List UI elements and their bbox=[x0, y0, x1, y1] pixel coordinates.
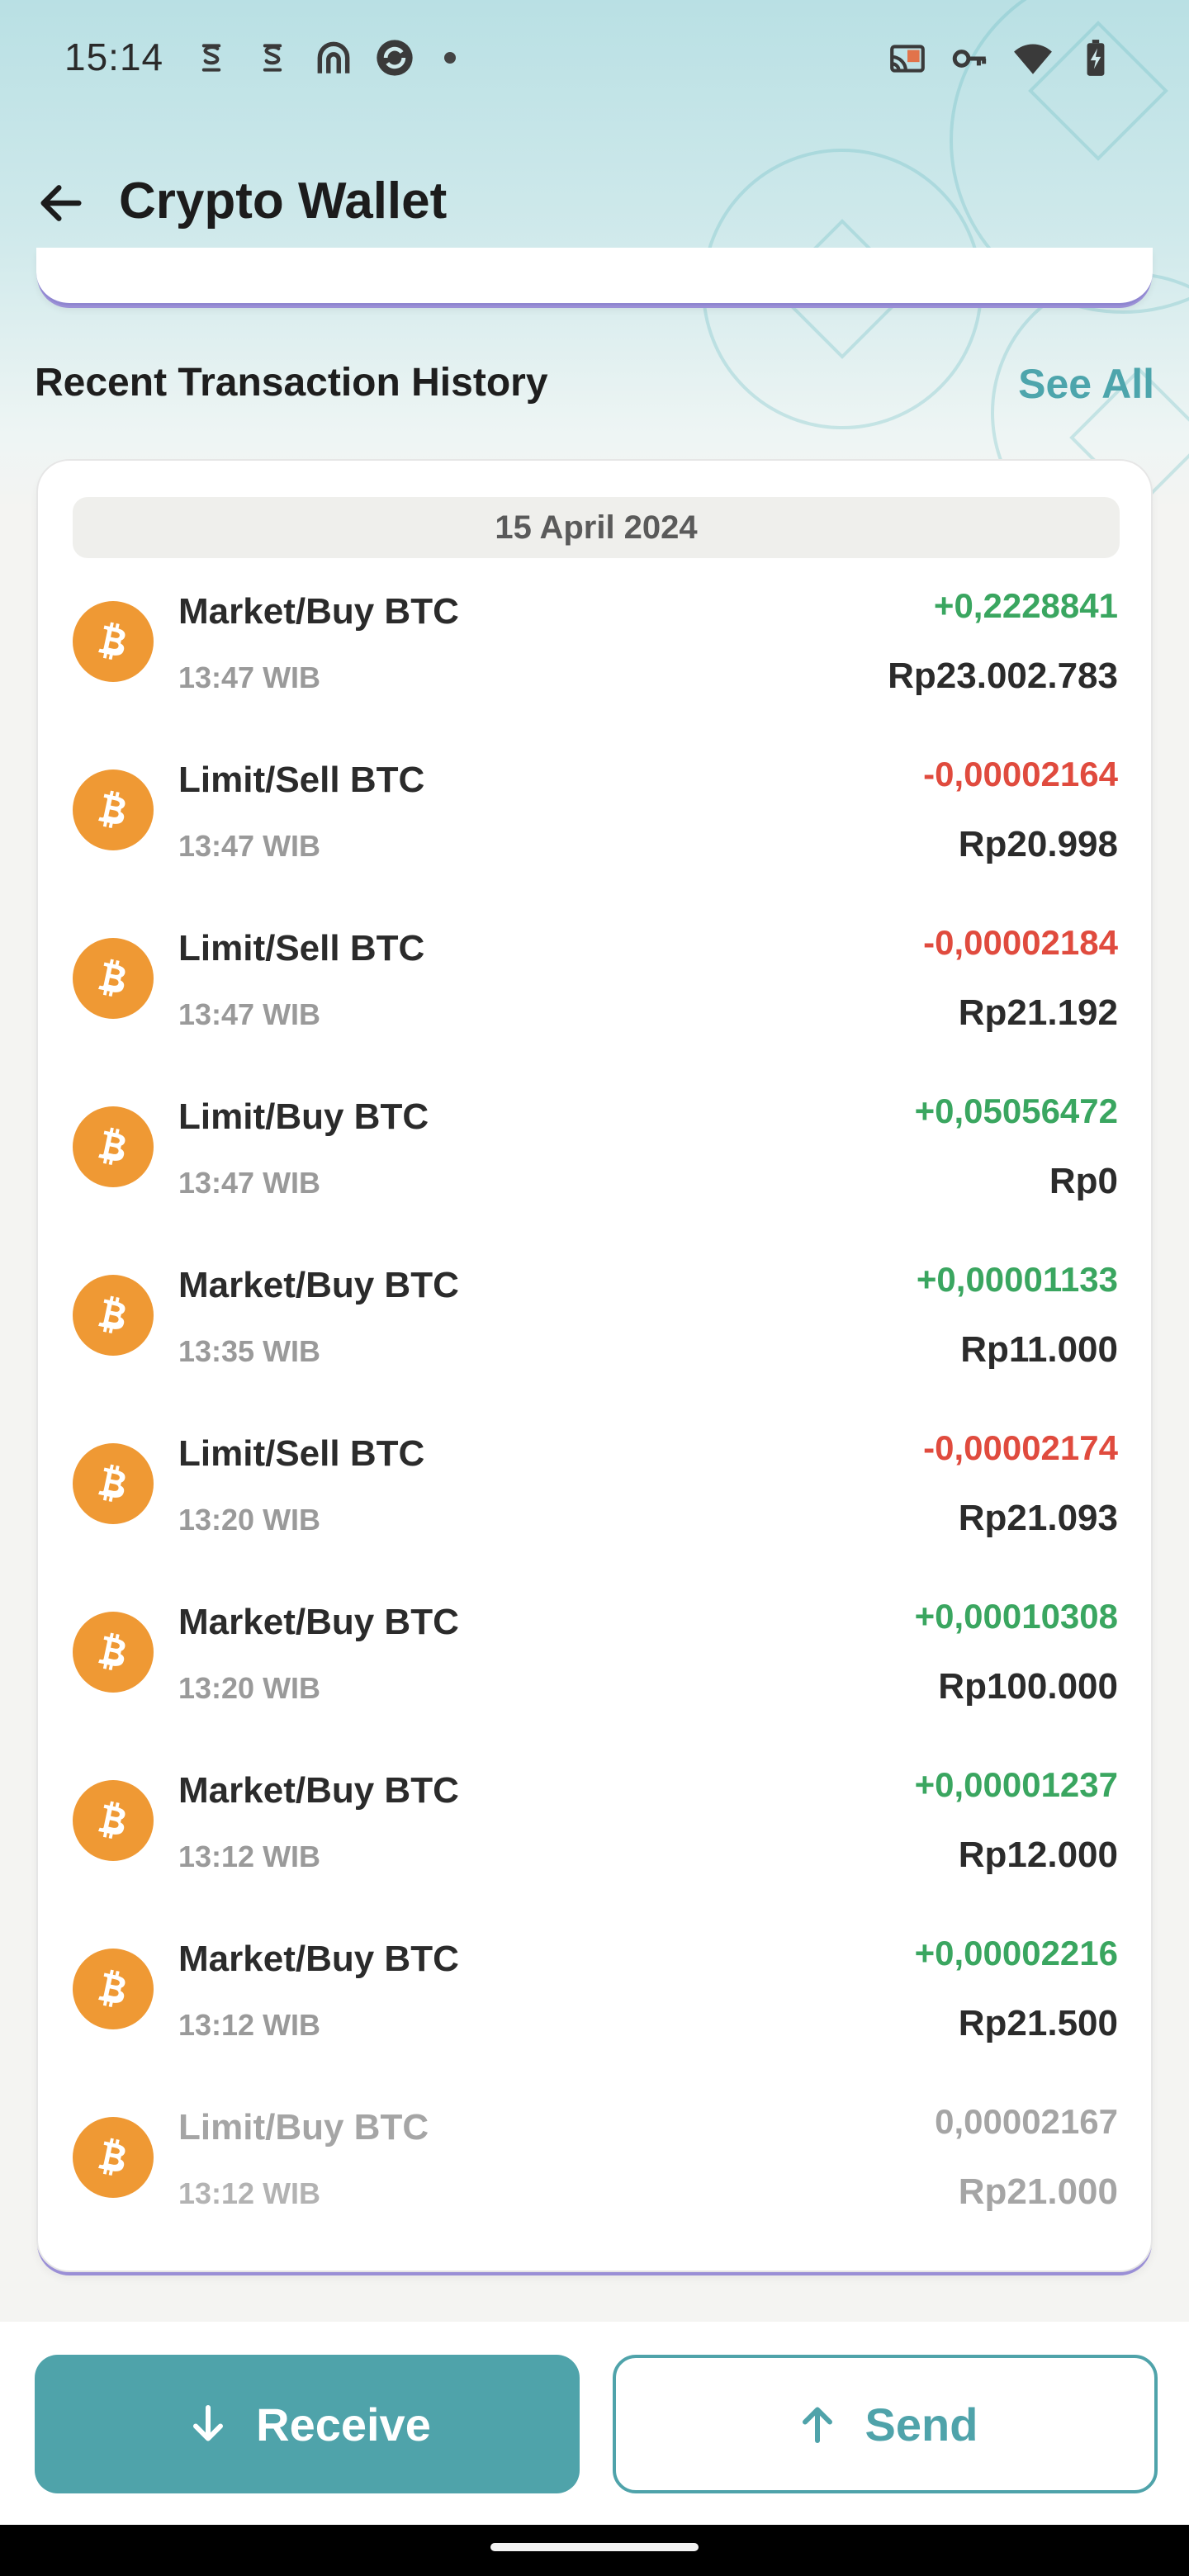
transaction-amount: +0,00010308 bbox=[914, 1597, 1118, 1636]
transaction-amount: +0,00001133 bbox=[916, 1260, 1118, 1299]
back-button[interactable] bbox=[25, 167, 97, 239]
bitcoin-icon bbox=[73, 1949, 154, 2029]
receive-button[interactable]: Receive bbox=[35, 2355, 580, 2493]
status-system-icons bbox=[887, 38, 1116, 79]
transaction-value: Rp100.000 bbox=[938, 1666, 1118, 1707]
arrow-down-icon bbox=[193, 2405, 224, 2441]
send-button[interactable]: Send bbox=[613, 2355, 1158, 2493]
transaction-value: Rp23.002.783 bbox=[888, 656, 1118, 696]
send-label: Send bbox=[865, 2398, 978, 2451]
cast-icon bbox=[890, 45, 925, 73]
transaction-time: 13:12 WIB bbox=[178, 1840, 321, 1873]
transaction-row[interactable]: Limit/Sell BTC 13:20 WIB -0,00002174 Rp21.0… bbox=[38, 1418, 1154, 1587]
transaction-type: Limit/Sell BTC bbox=[178, 928, 425, 968]
transaction-time: 13:20 WIB bbox=[178, 1671, 321, 1705]
transaction-type: Limit/Sell BTC bbox=[178, 760, 425, 800]
transaction-time: 13:47 WIB bbox=[178, 997, 321, 1031]
transaction-type: Market/Buy BTC bbox=[178, 1602, 459, 1642]
transaction-row[interactable]: Market/Buy BTC 13:12 WIB +0,00001237 Rp12.0… bbox=[38, 1755, 1154, 1924]
transaction-history-card: 15 April 2024 Market/Buy BTC 13:47 WIB +0,… bbox=[36, 459, 1153, 2272]
transaction-value: Rp21.192 bbox=[958, 992, 1118, 1033]
transaction-type: Limit/Buy BTC bbox=[178, 2107, 429, 2147]
system-navigation-bar bbox=[0, 2525, 1189, 2576]
transaction-value: Rp21.000 bbox=[958, 2171, 1118, 2212]
page-title: Crypto Wallet bbox=[119, 173, 448, 230]
transaction-row[interactable]: Limit/Buy BTC 13:47 WIB +0,05056472 Rp0 bbox=[38, 1082, 1154, 1250]
transaction-value: Rp20.998 bbox=[958, 824, 1118, 864]
bitcoin-icon bbox=[73, 2117, 154, 2198]
s-notification-icon bbox=[190, 36, 233, 79]
previous-card-edge bbox=[36, 248, 1153, 305]
transaction-list: Market/Buy BTC 13:47 WIB +0,2228841 Rp23.00… bbox=[38, 576, 1154, 2261]
transaction-row[interactable]: Market/Buy BTC 13:20 WIB +0,00010308 Rp100.… bbox=[38, 1587, 1154, 1755]
transaction-type: Market/Buy BTC bbox=[178, 1265, 459, 1305]
transaction-value: Rp11.000 bbox=[960, 1329, 1118, 1370]
transaction-time: 13:47 WIB bbox=[178, 661, 321, 694]
arrow-left-icon bbox=[40, 185, 82, 221]
transaction-type: Market/Buy BTC bbox=[178, 591, 459, 632]
bitcoin-icon bbox=[73, 601, 154, 682]
transaction-value: Rp21.500 bbox=[958, 2003, 1118, 2043]
status-time: 15:14 bbox=[64, 36, 164, 78]
transaction-amount: -0,00002164 bbox=[923, 755, 1118, 793]
sync-app-icon bbox=[373, 36, 416, 79]
transaction-time: 13:12 WIB bbox=[178, 2176, 321, 2210]
transaction-row[interactable]: Market/Buy BTC 13:12 WIB +0,00002216 Rp21.5… bbox=[38, 1924, 1154, 2092]
transaction-amount: -0,00002184 bbox=[923, 923, 1118, 962]
bitcoin-icon bbox=[73, 1106, 154, 1187]
transaction-amount: 0,00002167 bbox=[935, 2102, 1118, 2141]
transaction-time: 13:12 WIB bbox=[178, 2008, 321, 2042]
bitcoin-icon bbox=[73, 1612, 154, 1693]
transaction-time: 13:20 WIB bbox=[178, 1503, 321, 1537]
transaction-time: 13:35 WIB bbox=[178, 1334, 321, 1368]
bitcoin-icon bbox=[73, 1780, 154, 1861]
transaction-amount: +0,05056472 bbox=[914, 1091, 1118, 1130]
bitcoin-icon bbox=[73, 1443, 154, 1524]
transaction-type: Limit/Buy BTC bbox=[178, 1096, 429, 1137]
battery-charging-icon bbox=[1087, 40, 1105, 76]
status-notification-icons bbox=[190, 36, 456, 79]
transaction-row[interactable]: Limit/Sell BTC 13:47 WIB -0,00002184 Rp21.1… bbox=[38, 913, 1154, 1082]
transaction-amount: -0,00002174 bbox=[923, 1428, 1118, 1467]
app-bar: Crypto Wallet bbox=[0, 157, 1189, 248]
transaction-row[interactable]: Limit/Sell BTC 13:47 WIB -0,00002164 Rp20.9… bbox=[38, 745, 1154, 913]
transaction-row[interactable]: Market/Buy BTC 13:35 WIB +0,00001133 Rp11.0… bbox=[38, 1250, 1154, 1418]
transaction-amount: +0,2228841 bbox=[933, 586, 1118, 625]
see-all-link[interactable]: See All bbox=[1018, 361, 1154, 407]
transaction-type: Market/Buy BTC bbox=[178, 1939, 459, 1979]
bitcoin-icon bbox=[73, 938, 154, 1019]
transaction-time: 13:47 WIB bbox=[178, 1166, 321, 1200]
receive-label: Receive bbox=[256, 2398, 431, 2451]
transaction-row[interactable]: Limit/Buy BTC 13:12 WIB 0,00002167 Rp21.000 bbox=[38, 2092, 1154, 2261]
section-title: Recent Transaction History bbox=[35, 361, 548, 405]
transaction-type: Limit/Sell BTC bbox=[178, 1433, 425, 1474]
status-bar: 15:14 bbox=[0, 0, 1189, 116]
transaction-value: Rp21.093 bbox=[958, 1498, 1118, 1538]
s-notification-icon bbox=[251, 36, 294, 79]
wifi-icon bbox=[1014, 44, 1052, 74]
section-header: Recent Transaction History See All bbox=[35, 357, 1154, 414]
arc-app-icon bbox=[312, 36, 355, 79]
arrow-up-icon bbox=[802, 2407, 832, 2443]
transaction-amount: +0,00001237 bbox=[914, 1765, 1118, 1804]
transaction-type: Market/Buy BTC bbox=[178, 1770, 459, 1811]
date-group-header: 15 April 2024 bbox=[73, 497, 1120, 558]
transaction-row[interactable]: Market/Buy BTC 13:47 WIB +0,2228841 Rp23.00… bbox=[38, 576, 1154, 745]
transaction-value: Rp12.000 bbox=[958, 1835, 1118, 1875]
dot-icon bbox=[444, 52, 456, 64]
bottom-action-bar: Receive Send bbox=[0, 2322, 1189, 2525]
transaction-value: Rp0 bbox=[1049, 1161, 1118, 1201]
vpn-key-icon bbox=[952, 50, 987, 68]
home-gesture-handle[interactable] bbox=[490, 2543, 699, 2551]
transaction-time: 13:47 WIB bbox=[178, 829, 321, 863]
transaction-amount: +0,00002216 bbox=[914, 1934, 1118, 1972]
bitcoin-icon bbox=[73, 769, 154, 850]
bitcoin-icon bbox=[73, 1275, 154, 1356]
